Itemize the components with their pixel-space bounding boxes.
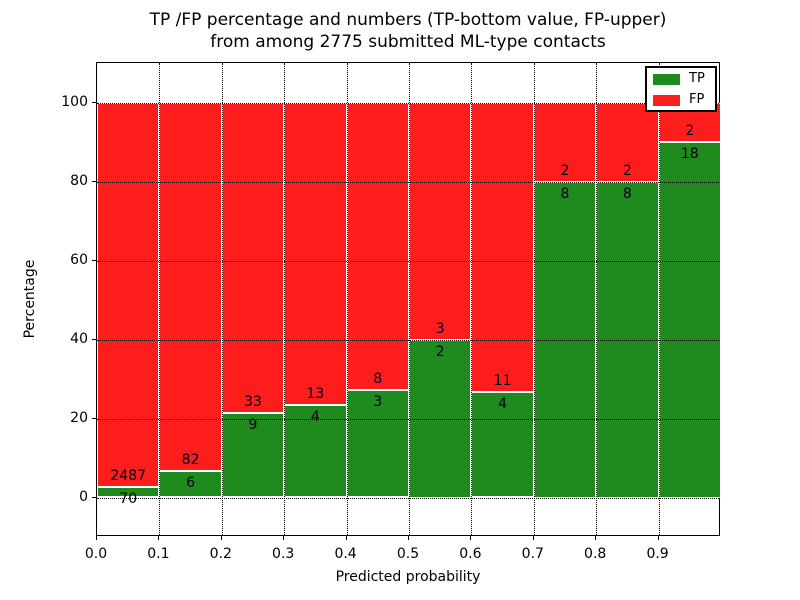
y-tick-label: 60 [70,251,88,268]
x-tick-mark [657,536,659,540]
bar-segment-fp [471,102,534,393]
v-gridline [221,63,223,535]
x-tick-mark [408,536,409,540]
y-tick-mark [92,338,96,340]
x-tick-mark [595,536,597,540]
h-gridline [97,418,719,420]
y-tick-label: 20 [70,409,88,426]
y-tick-mark [92,101,96,103]
y-axis-label: Percentage [22,259,38,339]
plot-area: 2487 70 82 6 33 9 13 4 8 3 3 2 11 4 2 8 2 8 2 18 [96,62,721,536]
x-tick-mark [532,536,534,540]
x-tick-mark [283,536,285,540]
bar-segment-tp [159,470,222,498]
x-tick-label: 0.3 [272,546,295,562]
x-tick-label: 0.1 [147,546,170,562]
x-tick-mark [470,536,472,540]
x-tick-mark [220,536,222,540]
h-gridline [97,497,719,499]
bar-segment-fp [159,102,222,471]
x-tick-mark [96,536,97,540]
v-gridline [284,63,286,535]
v-gridline [658,63,660,535]
bar-segment-tp [346,389,409,498]
x-tick-label: 0.0 [84,546,108,562]
x-tick-label: 0.7 [521,546,544,562]
y-tick-mark [92,417,96,419]
legend-item-fp: FP [653,90,715,110]
x-tick-label: 0.4 [334,546,357,562]
y-tick-mark [92,259,96,261]
v-gridline [471,63,473,535]
chart-title-line1: TP /FP percentage and numbers (TP-bottom… [149,10,667,30]
v-gridline [346,63,348,535]
y-tick-label: 0 [79,488,88,505]
x-tick-label: 0.5 [396,546,420,562]
bar-segment-fp [97,102,160,487]
legend-item-tp: TP [653,69,715,89]
v-gridline [596,63,598,535]
x-axis-label: Predicted probability [335,569,481,585]
y-tick-mark [92,496,96,498]
bar-segment-fp [533,102,597,182]
bar-segment-tp [97,486,160,498]
h-gridline [97,260,719,262]
legend-label-fp: FP [689,92,705,107]
fp-color-swatch [653,94,680,106]
bar-segment-tp [471,392,534,498]
bar-segment-fp [346,102,409,390]
x-tick-label: 0.9 [646,546,669,562]
x-tick-mark [158,536,160,540]
x-tick-label: 0.2 [209,546,232,562]
y-tick-label: 100 [61,93,88,110]
tp-color-swatch [653,73,680,85]
h-gridline [97,102,719,104]
x-tick-label: 0.6 [459,546,482,562]
bar-segment-fp [284,102,347,405]
y-tick-label: 40 [70,330,88,347]
bar-segment-tp [658,142,721,498]
bar-segment-fp [596,102,659,182]
v-gridline [409,63,410,535]
bar-segment-fp [409,102,472,340]
v-gridline [533,63,535,535]
chart-title-line2: from among 2775 submitted ML-type contac… [210,32,606,52]
x-tick-label: 0.8 [584,546,607,562]
legend: TP FP [645,66,717,112]
y-tick-mark [92,180,96,182]
bar-segment-fp [221,102,285,413]
bar-segment-tp [284,404,347,498]
h-gridline [97,339,719,341]
h-gridline [97,181,719,183]
bar-segment-tp [221,412,285,498]
v-gridline [159,63,161,535]
y-tick-label: 80 [70,172,88,189]
legend-label-tp: TP [689,71,705,86]
x-tick-mark [345,536,347,540]
